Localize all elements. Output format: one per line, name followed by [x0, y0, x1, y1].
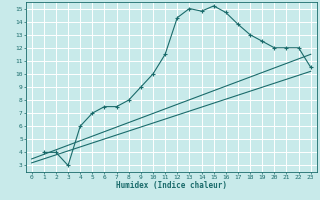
X-axis label: Humidex (Indice chaleur): Humidex (Indice chaleur): [116, 181, 227, 190]
